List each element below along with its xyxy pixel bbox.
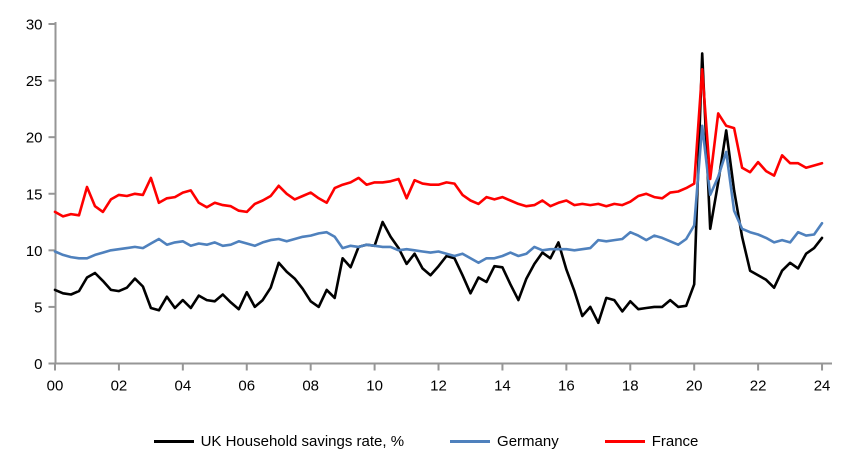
legend-item-germany: Germany bbox=[450, 433, 559, 450]
legend-item-uk: UK Household savings rate, % bbox=[153, 432, 405, 450]
x-tick-label: 22 bbox=[750, 378, 767, 395]
y-tick-label: 25 bbox=[26, 73, 43, 90]
x-tick-label: 18 bbox=[622, 378, 639, 395]
x-tick-label: 14 bbox=[494, 378, 511, 395]
y-tick-label: 10 bbox=[26, 243, 43, 260]
france-line-swatch bbox=[604, 439, 645, 443]
y-tick-label: 0 bbox=[34, 356, 42, 373]
uk-line-swatch bbox=[153, 439, 194, 443]
legend-item-france: France bbox=[604, 432, 699, 450]
x-tick-label: 04 bbox=[174, 378, 191, 395]
x-tick-label: 00 bbox=[47, 378, 64, 395]
legend-label-france: France bbox=[651, 432, 699, 450]
line-plot: 0 5 10 15 20 25 30 00 02 04 06 08 10 12 14 16 18 20 22 24 bbox=[26, 17, 832, 395]
x-tick-label: 20 bbox=[686, 378, 703, 395]
y-tick-label: 5 bbox=[34, 299, 42, 316]
x-tick-label: 24 bbox=[814, 378, 831, 395]
y-tick-label: 30 bbox=[26, 17, 43, 34]
legend: UK Household savings rate, % Germany Fra… bbox=[0, 426, 852, 456]
germany-line-swatch bbox=[450, 439, 491, 443]
series-line-france bbox=[53, 68, 824, 218]
series-line-germany bbox=[53, 124, 824, 265]
x-tick-label: 06 bbox=[238, 378, 255, 395]
x-tick-label: 12 bbox=[430, 378, 447, 395]
x-tick-label: 10 bbox=[366, 378, 383, 395]
legend-label-germany: Germany bbox=[497, 432, 559, 450]
x-tick-label: 08 bbox=[302, 378, 319, 395]
legend-label-uk: UK Household savings rate, % bbox=[200, 432, 405, 450]
series-line-uk bbox=[53, 52, 824, 325]
y-tick-label: 20 bbox=[26, 130, 43, 147]
x-tick-label: 02 bbox=[111, 378, 128, 395]
y-tick-label: 15 bbox=[26, 186, 43, 203]
x-tick-label: 16 bbox=[558, 378, 575, 395]
